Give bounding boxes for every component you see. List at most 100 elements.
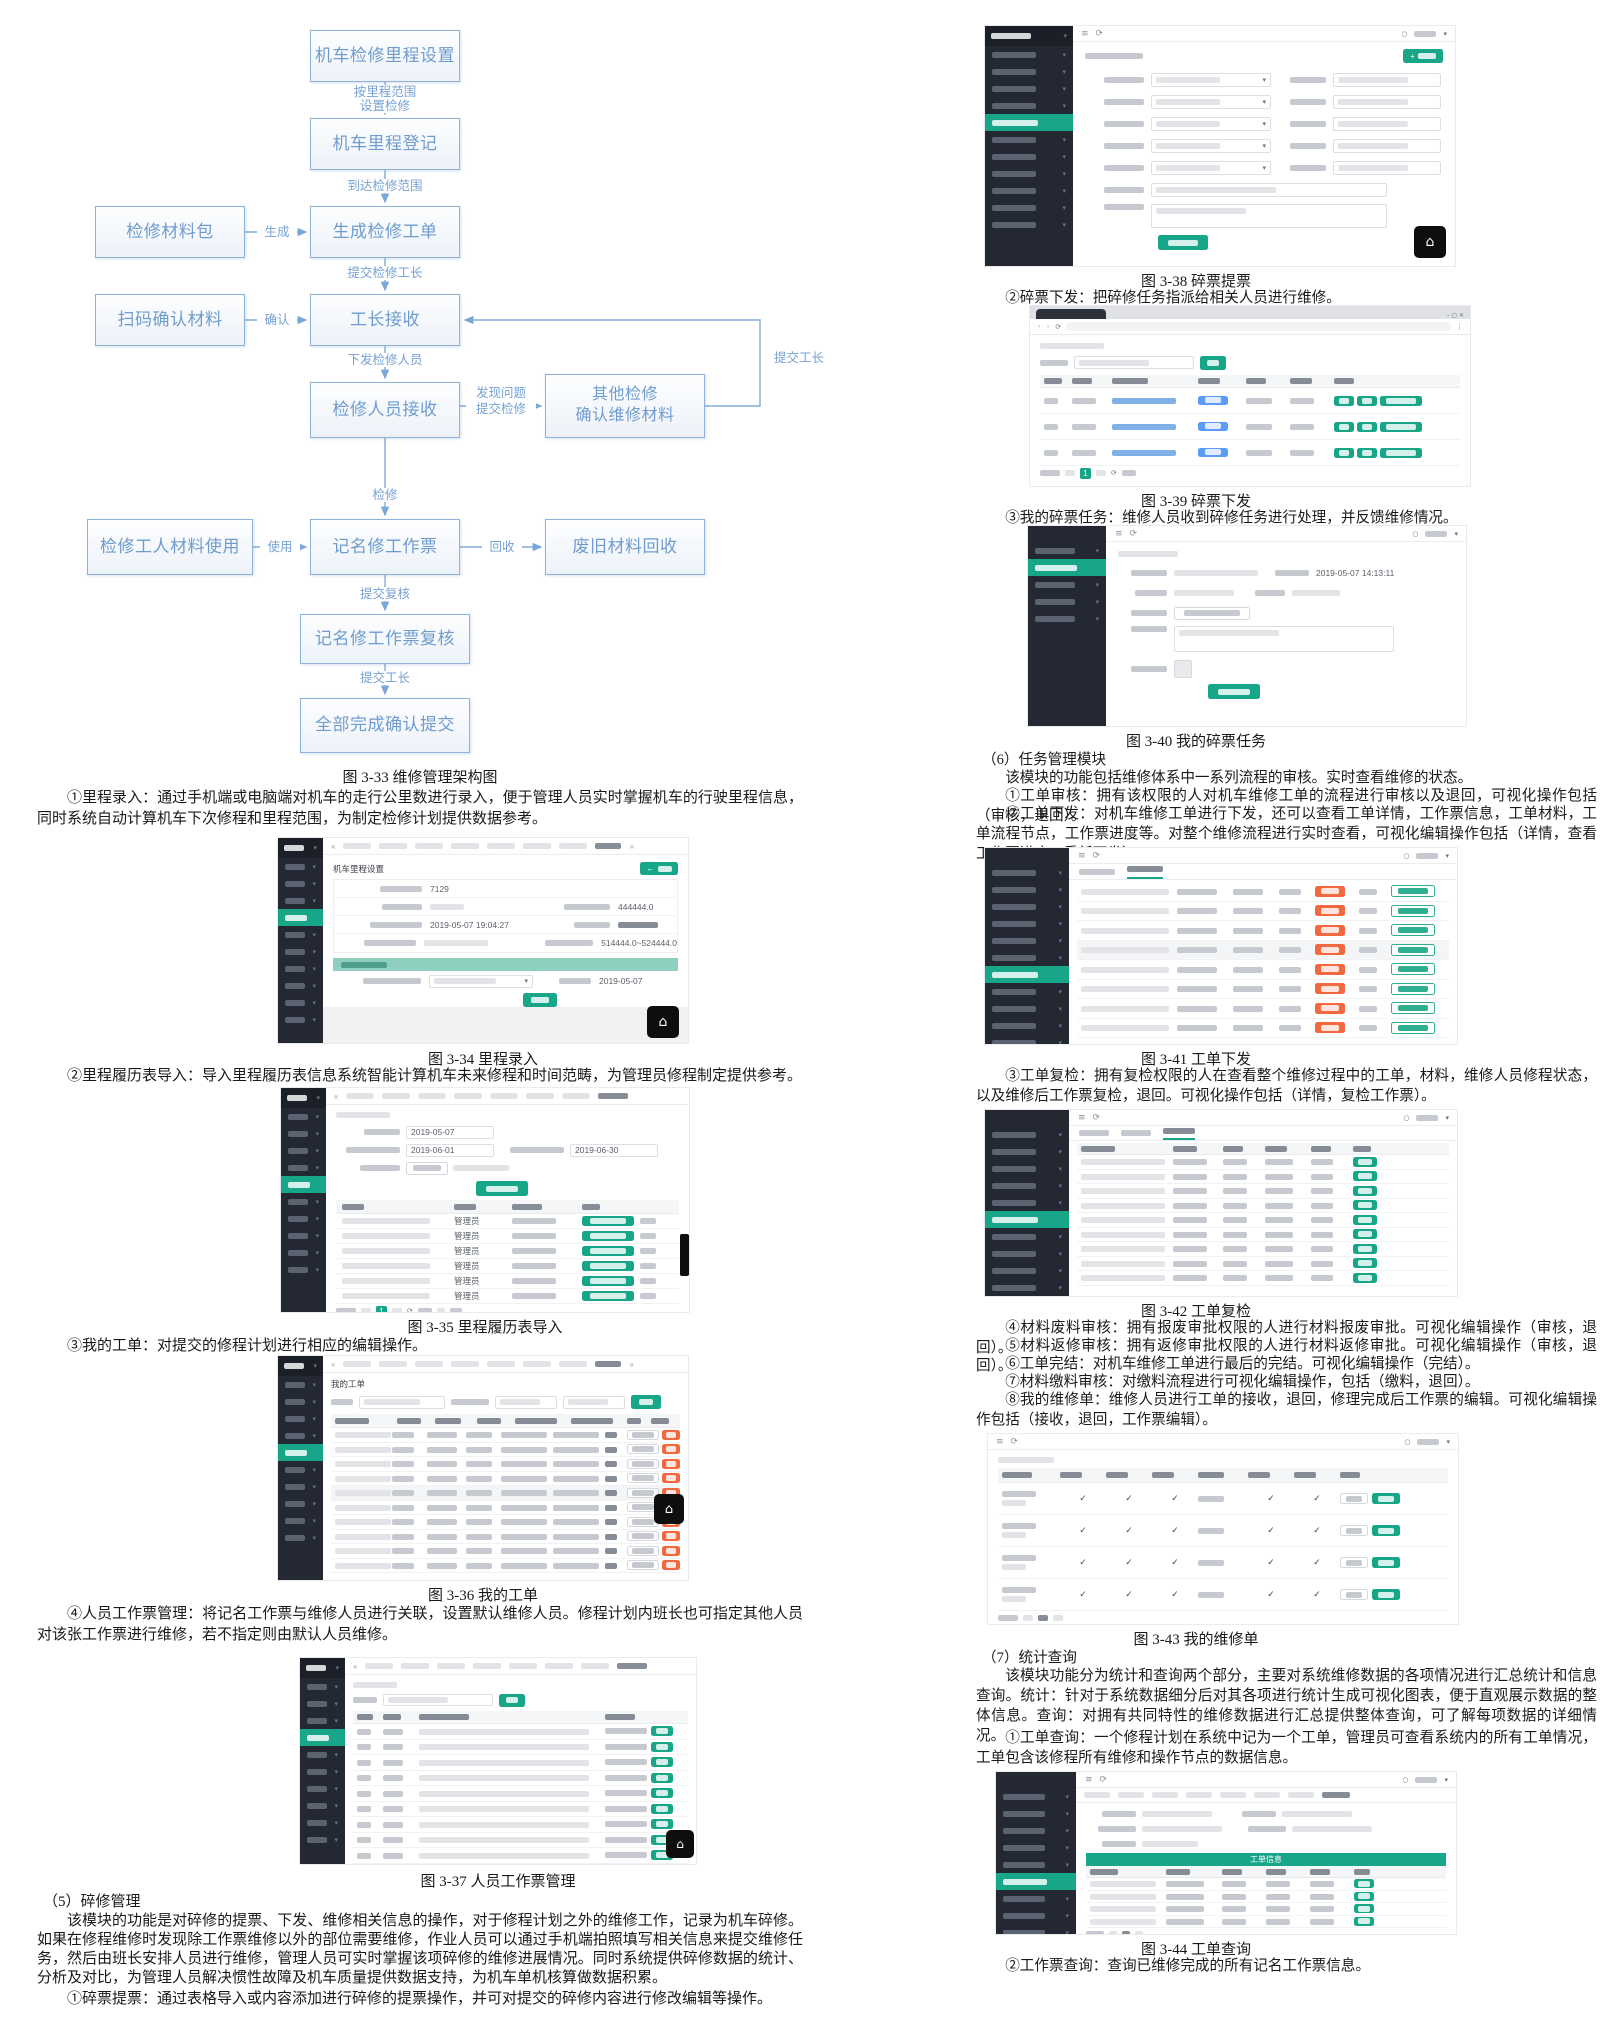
date-to-input[interactable] [563,1395,625,1409]
window-controls[interactable]: – ▢ ✕ [1446,312,1464,319]
sidebar-item[interactable]: ▾ [985,199,1073,216]
sidebar-item[interactable]: ▾ [300,1712,345,1729]
tab[interactable] [415,843,444,849]
sidebar-item[interactable]: ▾ [985,1160,1069,1177]
form-textarea[interactable] [1151,204,1387,228]
sidebar-item[interactable]: ▾ [278,1376,323,1393]
view-data-button[interactable] [582,1231,634,1241]
sidebar-item[interactable]: ▾ [996,1822,1076,1839]
tab[interactable] [559,1361,588,1367]
sidebar-item[interactable]: ▾ [985,1194,1069,1211]
ticket-link[interactable] [1112,397,1176,404]
form-input[interactable]: ▾ [1151,95,1271,109]
dispatch-button[interactable] [1334,447,1354,458]
refresh-icon[interactable]: ⟳ [407,1307,413,1312]
sidebar-item[interactable]: ▾ [985,864,1069,881]
sidebar-item[interactable]: ▾ [985,1177,1069,1194]
sidebar-item[interactable]: ▾ [996,1856,1076,1873]
return-button[interactable] [1340,1557,1368,1568]
sidebar-item[interactable]: ▾ [300,1831,345,1848]
sidebar-item[interactable]: ▾ [278,943,323,960]
tab[interactable] [418,1093,447,1099]
sidebar-item[interactable]: ▾ [300,1814,345,1831]
assign-button[interactable] [651,1803,673,1814]
sidebar-item[interactable]: ▾ [278,875,323,892]
tab[interactable] [545,1663,574,1669]
return-button[interactable] [1340,1525,1368,1536]
sidebar-item-active[interactable] [300,1729,345,1746]
view-all-tickets-link[interactable] [605,1759,647,1766]
sidebar-item-active[interactable] [985,114,1073,131]
view-all-tickets-link[interactable] [605,1790,647,1797]
view-workorder-button[interactable] [1391,943,1435,956]
sidebar-item[interactable]: ▾ [281,1108,326,1125]
remark-textarea[interactable] [1174,626,1394,652]
sidebar-item[interactable]: ▾ [278,1495,323,1512]
sidebar-item[interactable]: ▾ [985,915,1069,932]
detail-button[interactable] [1353,1156,1377,1167]
collapse-icon[interactable]: « [353,1661,358,1671]
sidebar-item[interactable]: ▾ [281,1244,326,1261]
tab[interactable] [473,1663,502,1669]
form-input[interactable] [1333,95,1441,109]
tab[interactable] [523,843,552,849]
view-detail-button[interactable] [627,1444,659,1455]
assign-button[interactable] [651,1788,673,1799]
menu-icon[interactable]: ≡ [1078,850,1086,861]
menu-icon[interactable]: ≡ [1115,528,1123,539]
search-button[interactable] [1200,355,1226,370]
submit-button[interactable] [523,993,557,1007]
detail-button[interactable] [1354,1891,1374,1901]
detail-button[interactable] [1354,1916,1374,1926]
sidebar-item[interactable]: ▾ [985,1126,1069,1143]
sidebar-item[interactable]: ▾ [278,1410,323,1427]
browser-tab[interactable] [1036,309,1106,319]
sidebar-item[interactable]: ▾ [985,881,1069,898]
sidebar-item[interactable]: ▾ [281,1193,326,1210]
sidebar-item[interactable]: ▾ [278,1478,323,1495]
sidebar-item[interactable]: ▾ [985,216,1073,233]
sidebar-item-active[interactable] [985,966,1069,983]
form-input[interactable]: ▾ [1151,161,1271,175]
tab[interactable] [1079,868,1115,875]
menu-icon[interactable]: ≡ [1081,28,1089,39]
photo-thumbnail[interactable] [1174,660,1192,678]
view-all-tickets-link[interactable] [605,1728,647,1735]
sidebar-item[interactable]: ▾ [985,898,1069,915]
tab[interactable] [379,1361,408,1367]
sidebar-item[interactable]: ▾ [985,165,1073,182]
sidebar-item[interactable]: ▾ [278,926,323,943]
delete-button[interactable] [662,1444,680,1455]
receive-button[interactable] [1372,1589,1400,1600]
sidebar-item-active[interactable] [278,1444,323,1461]
sidebar-item[interactable]: ▾ [281,1261,326,1278]
sidebar-item[interactable]: ▾ [278,1011,323,1028]
tab[interactable] [490,1093,519,1099]
view-workorder-button[interactable] [1391,924,1435,937]
assign-button[interactable] [651,1757,673,1768]
repair-ticket-button[interactable] [1380,421,1422,432]
detail-link[interactable] [640,1293,656,1300]
refresh-icon[interactable]: ⟳ [1092,850,1101,861]
tab-active[interactable] [1127,865,1163,879]
delete-button[interactable] [662,1560,680,1571]
detail-link[interactable] [640,1218,656,1225]
choose-file-button[interactable] [406,1161,448,1175]
notification-icon[interactable]: ○ [1403,851,1410,860]
page-number[interactable]: 1 [376,1305,387,1312]
sidebar-item[interactable]: ▾ [985,1228,1069,1245]
detail-button[interactable] [1353,1214,1377,1225]
tab[interactable] [562,1093,591,1099]
sidebar-item[interactable]: ▾ [985,932,1069,949]
collapse-icon[interactable]: « [331,1359,336,1369]
detail-button[interactable] [1354,1904,1374,1914]
repair-ticket-button[interactable] [1380,447,1422,458]
detail-button[interactable] [1353,1171,1377,1182]
delete-button[interactable] [662,1531,680,1542]
sidebar-item[interactable]: ▾ [278,1529,323,1546]
return-button[interactable] [1340,1493,1368,1504]
sidebar-item[interactable]: ▾ [985,1262,1069,1279]
delete-button[interactable] [662,1429,680,1440]
assign-button[interactable] [651,1850,673,1861]
detail-link[interactable] [640,1248,656,1255]
